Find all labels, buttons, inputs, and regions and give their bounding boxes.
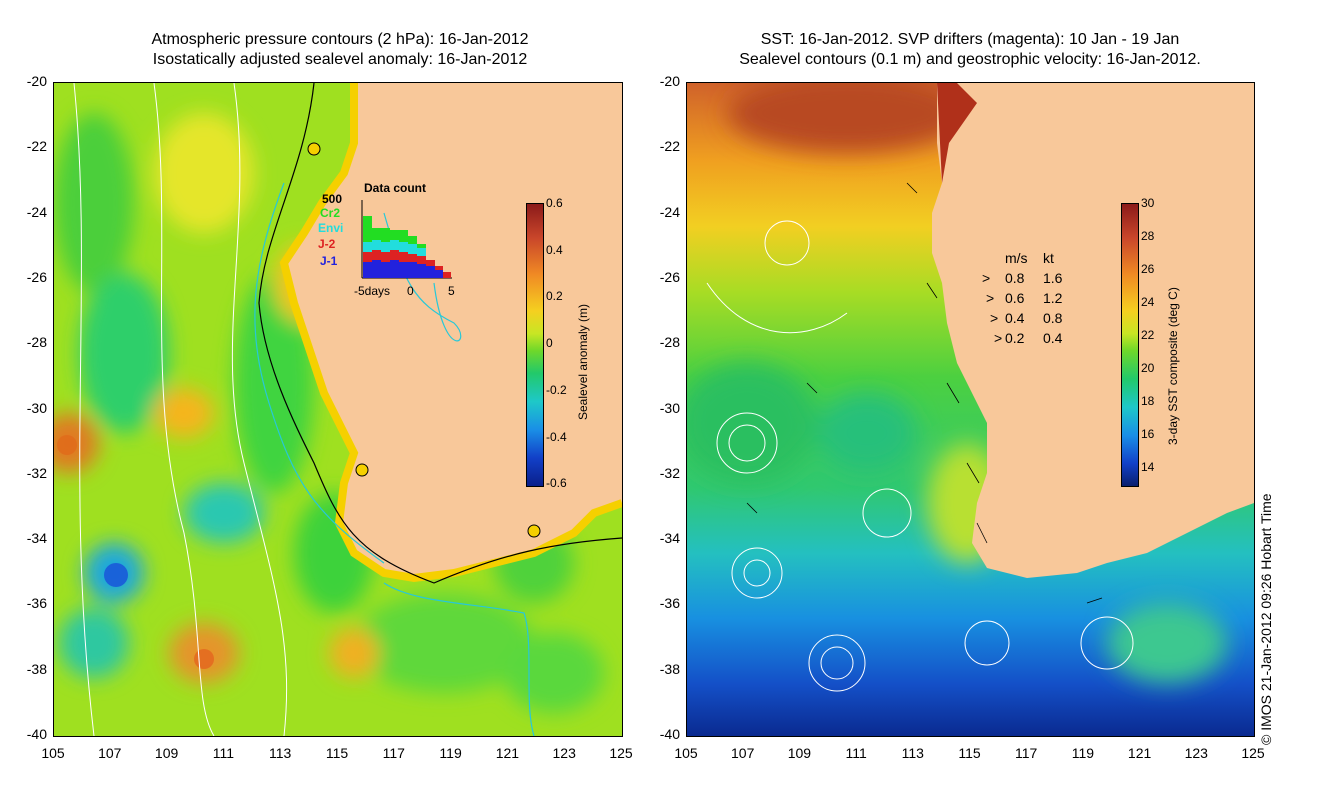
right-map-title: SST: 16-Jan-2012. SVP drifters (magenta)… [739, 31, 1201, 68]
speed-ms: 0.2 [1005, 330, 1025, 346]
velocity-arrow-icon: > [986, 290, 995, 306]
right-latitude-label: -32 [659, 464, 680, 481]
left-latitude-label: -28 [26, 334, 47, 351]
right-latitude-label: -22 [659, 138, 680, 155]
left-latitude-label: -36 [26, 595, 47, 612]
data-count-histogram [361, 200, 452, 279]
right-longitude-label: 115 [958, 745, 981, 761]
left-colorbar-label: Sealevel anomaly (m) [576, 303, 590, 420]
left-cbar-tick: 0 [546, 336, 553, 350]
right-colorbar-label: 3-day SST composite (deg C) [1166, 287, 1180, 445]
right-cbar-tick: 24 [1141, 295, 1155, 309]
right-latitude-label: -36 [659, 595, 680, 612]
sst-colorbar [1121, 203, 1139, 487]
left-longitude-label: 109 [154, 745, 179, 761]
inset-x-label-neg5: -5days [354, 284, 391, 298]
left-longitude-label: 119 [439, 745, 462, 761]
speed-header-ms: m/s [1005, 250, 1028, 266]
mission-label-j2: J-2 [318, 237, 336, 251]
velocity-arrow-icon: > [982, 270, 991, 286]
right-longitude-label: 107 [731, 745, 755, 761]
right-latitude-label: -38 [659, 660, 680, 677]
left-cbar-tick: 0.4 [546, 243, 563, 257]
speed-header-kt: kt [1043, 250, 1054, 266]
left-latitude-label: -30 [26, 399, 47, 416]
left-longitude-label: 117 [382, 745, 405, 761]
right-latitude-label: -24 [659, 203, 680, 220]
right-cbar-tick: 20 [1141, 361, 1155, 375]
right-latitude-label: -30 [659, 399, 680, 416]
speed-kt: 1.2 [1043, 290, 1063, 306]
mission-label-j1: J-1 [320, 254, 338, 268]
left-longitude-label: 123 [552, 745, 576, 761]
left-latitude-label: -20 [26, 73, 47, 89]
right-longitude-label: 123 [1184, 745, 1208, 761]
velocity-arrow-icon: > [990, 310, 999, 326]
left-latitude-label: -24 [26, 203, 47, 220]
right-longitude-label: 109 [787, 745, 812, 761]
right-longitude-label: 117 [1015, 745, 1038, 761]
right-longitude-label: 119 [1071, 745, 1095, 761]
speed-ms: 0.8 [1005, 270, 1025, 286]
left-longitude-label: 111 [212, 745, 235, 761]
left-cbar-tick: 0.6 [546, 196, 563, 210]
left-latitude-label: -32 [26, 464, 47, 481]
right-cbar-tick: 22 [1141, 328, 1155, 342]
sealevel-anomaly-map [53, 82, 623, 737]
mission-label-cr2: Cr2 [320, 206, 341, 220]
right-longitude-label: 111 [845, 745, 867, 761]
left-longitude-label: 107 [98, 745, 122, 761]
left-longitude-label: 121 [495, 745, 520, 761]
sst-map [686, 82, 1255, 737]
left-latitude-label: -34 [26, 530, 47, 547]
speed-ms: 0.6 [1005, 290, 1025, 306]
left-cbar-tick: -0.2 [546, 383, 567, 397]
left-cbar-tick: -0.6 [546, 476, 567, 490]
right-longitude-label: 125 [1241, 745, 1265, 761]
right-cbar-tick: 30 [1141, 196, 1155, 210]
left-longitude-label: 113 [269, 745, 292, 761]
left-map-title: Atmospheric pressure contours (2 hPa): 1… [151, 31, 529, 68]
left-latitude-label: -38 [26, 660, 47, 677]
right-cbar-tick: 18 [1141, 394, 1155, 408]
right-longitude-label: 105 [674, 745, 698, 761]
sealevel-colorbar [526, 203, 544, 487]
right-longitude-label: 113 [901, 745, 924, 761]
right-latitude-label: -40 [659, 726, 680, 742]
left-latitude-label: -40 [26, 726, 47, 742]
mission-label-envi: Envi [318, 221, 344, 235]
right-latitude-label: -28 [659, 334, 680, 351]
right-cbar-tick: 16 [1141, 427, 1155, 441]
left-longitude-label: 105 [41, 745, 65, 761]
right-cbar-tick: 26 [1141, 262, 1155, 276]
velocity-arrow-icon: > [994, 330, 1003, 346]
right-cbar-tick: 28 [1141, 229, 1155, 243]
speed-ms: 0.4 [1005, 310, 1025, 326]
inset-title: Data count [364, 181, 427, 195]
left-cbar-tick: -0.4 [546, 430, 567, 444]
left-longitude-label: 115 [325, 745, 349, 761]
inset-x-label-0: 0 [407, 284, 414, 298]
sealevel-anomaly-field [54, 83, 622, 736]
inset-y-max: 500 [322, 192, 343, 206]
right-cbar-tick: 14 [1141, 460, 1155, 474]
right-latitude-label: -20 [659, 73, 680, 89]
inset-x-label-5: 5 [448, 284, 455, 298]
speed-kt: 0.4 [1043, 330, 1063, 346]
speed-kt: 0.8 [1043, 310, 1063, 326]
credit-text: © IMOS 21-Jan-2012 09:26 Hobart Time [1258, 493, 1274, 745]
left-longitude-label: 125 [609, 745, 633, 761]
sst-field [687, 83, 1254, 736]
right-longitude-label: 121 [1127, 745, 1152, 761]
left-latitude-label: -22 [26, 138, 47, 155]
left-latitude-label: -26 [26, 268, 47, 285]
left-cbar-tick: 0.2 [546, 289, 563, 303]
right-latitude-label: -26 [659, 268, 680, 285]
speed-kt: 1.6 [1043, 270, 1063, 286]
right-latitude-label: -34 [659, 530, 680, 547]
